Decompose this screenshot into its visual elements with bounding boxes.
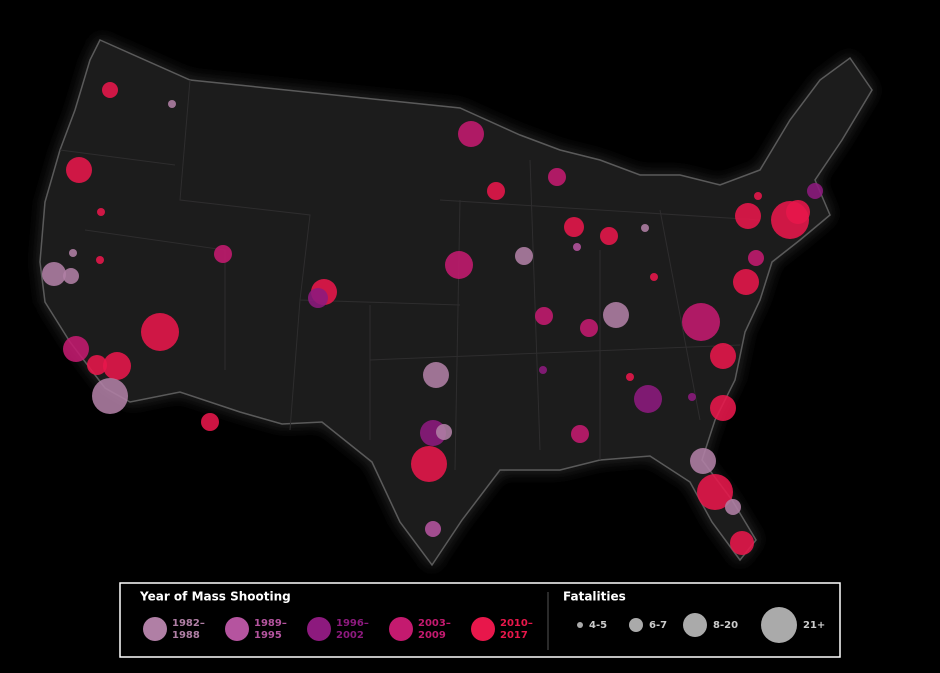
legend-label: 1996– (336, 618, 369, 629)
state-borders (59, 79, 761, 471)
legend-swatch (143, 617, 167, 641)
legend-label: 1988 (172, 630, 200, 641)
legend-label: 4-5 (589, 620, 607, 631)
legend-title: Year of Mass Shooting (139, 590, 291, 604)
legend-size (629, 618, 643, 632)
legend-label: 2010– (500, 618, 533, 629)
legend-swatch (225, 617, 249, 641)
legend-swatch (307, 617, 331, 641)
legend-label: 2009 (418, 630, 446, 641)
legend-title: Fatalities (563, 590, 626, 604)
legend-size (761, 607, 797, 643)
legend-label: 1995 (254, 630, 282, 641)
legend-label: 2003– (418, 618, 451, 629)
legend-swatch (389, 617, 413, 641)
legend-label: 1982– (172, 618, 205, 629)
legend-size (683, 613, 707, 637)
legend-label: 21+ (803, 620, 825, 631)
legend-label: 8-20 (713, 620, 738, 631)
legend-label: 6-7 (649, 620, 667, 631)
incident-markers (42, 82, 823, 555)
legend-size (577, 622, 583, 628)
legend-label: 2017 (500, 630, 528, 641)
legend-label: 1989– (254, 618, 287, 629)
legend-label: 2002 (336, 630, 364, 641)
legend-swatch (471, 617, 495, 641)
